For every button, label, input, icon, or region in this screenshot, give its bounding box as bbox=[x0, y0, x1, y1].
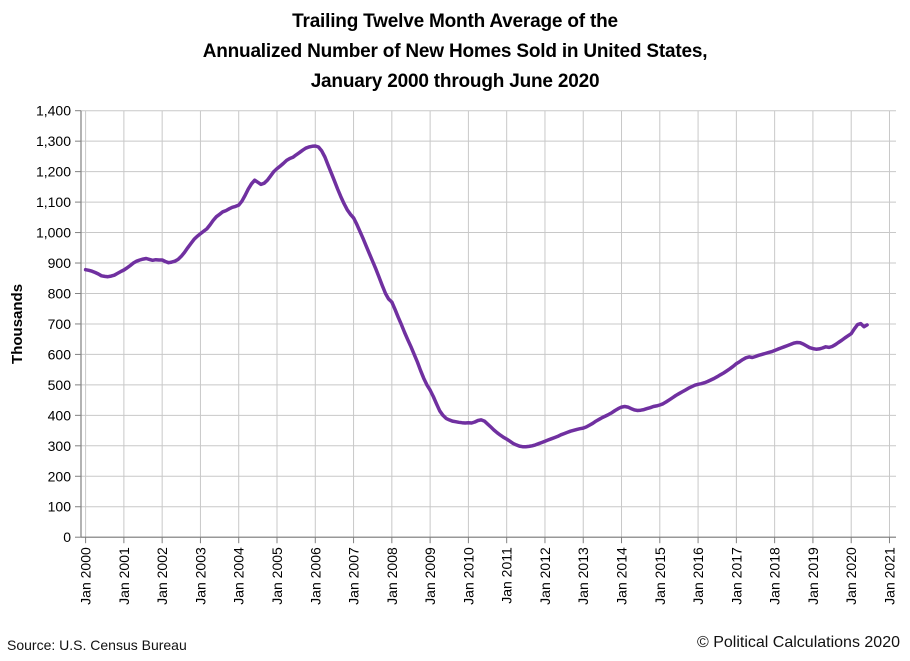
x-tick-label: Jan 2021 bbox=[881, 547, 897, 605]
line-chart: 0 100 200 300 400 500 600 700 800 900 1,000 1,100 1,… bbox=[9, 103, 897, 605]
x-tick-label: Jan 2001 bbox=[116, 547, 132, 605]
y-axis-title: Thousands bbox=[9, 284, 26, 364]
x-tick-label: Jan 2004 bbox=[231, 547, 247, 605]
chart-title: Trailing Twelve Month Average of the Ann… bbox=[0, 7, 910, 97]
y-tick-label: 1,100 bbox=[36, 194, 71, 210]
x-tick-label: Jan 2006 bbox=[307, 547, 323, 605]
x-tick-label: Jan 2007 bbox=[346, 547, 362, 605]
y-tick-label: 1,400 bbox=[36, 103, 71, 119]
y-tick-label: 300 bbox=[48, 438, 72, 454]
copyright-note: © Political Calculations 2020 bbox=[696, 634, 900, 651]
x-tick-label: Jan 2003 bbox=[192, 547, 208, 605]
x-tick-label: Jan 2010 bbox=[460, 547, 476, 605]
y-tick-label: 1,200 bbox=[36, 164, 71, 180]
x-tick-label: Jan 2017 bbox=[728, 547, 744, 605]
y-tick-label: 600 bbox=[48, 346, 72, 362]
x-tick-label: Jan 2008 bbox=[384, 547, 400, 605]
x-tick-label: Jan 2000 bbox=[78, 547, 94, 605]
x-tick-label: Jan 2012 bbox=[537, 547, 553, 605]
x-tick-label: Jan 2018 bbox=[767, 547, 783, 605]
y-tick-label: 0 bbox=[63, 529, 71, 545]
x-tick-label: Jan 2005 bbox=[269, 547, 285, 605]
x-tick-label: Jan 2016 bbox=[690, 547, 706, 605]
y-tick-label: 1,300 bbox=[36, 133, 71, 149]
x-tick-label: Jan 2015 bbox=[652, 547, 668, 605]
source-note: Source: U.S. Census Bureau bbox=[7, 637, 187, 653]
y-tick-label: 1,000 bbox=[36, 225, 71, 241]
chart-title-line3: January 2000 through June 2020 bbox=[310, 71, 600, 92]
y-tick-label: 200 bbox=[48, 468, 72, 484]
y-tick-label: 800 bbox=[48, 285, 72, 301]
y-tick-label: 900 bbox=[48, 255, 72, 271]
x-tick-label: Jan 2020 bbox=[843, 547, 859, 605]
y-tick-label: 400 bbox=[48, 407, 72, 423]
y-tick-label: 100 bbox=[48, 499, 72, 515]
x-tick-label: Jan 2011 bbox=[499, 547, 515, 604]
y-tick-label: 700 bbox=[48, 316, 72, 332]
x-tick-label: Jan 2009 bbox=[422, 547, 438, 605]
y-tick-label: 500 bbox=[48, 377, 72, 393]
chart-title-line2: Annualized Number of New Homes Sold in U… bbox=[202, 41, 708, 62]
chart-title-line1: Trailing Twelve Month Average of the bbox=[292, 11, 618, 32]
x-tick-label: Jan 2019 bbox=[805, 547, 821, 605]
x-tick-label: Jan 2002 bbox=[154, 547, 170, 605]
data-line bbox=[83, 144, 869, 449]
x-tick-label: Jan 2013 bbox=[575, 547, 591, 605]
x-tick-label: Jan 2014 bbox=[614, 547, 630, 605]
